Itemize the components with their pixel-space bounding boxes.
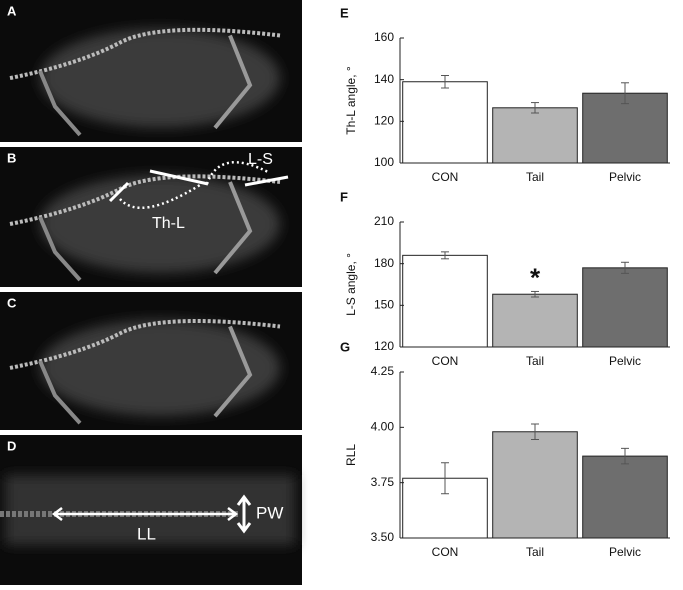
x-tick-label: Tail — [526, 170, 544, 184]
x-tick-label: Pelvic — [609, 354, 641, 368]
x-tick-label: Pelvic — [609, 545, 641, 559]
limb — [213, 325, 253, 418]
panel-label: D — [7, 438, 16, 453]
angle-line — [108, 181, 130, 203]
panel-label: A — [7, 3, 17, 18]
error-bar — [621, 82, 629, 105]
y-tick-label: 210 — [374, 214, 394, 228]
error-bar — [441, 75, 449, 89]
y-tick-label: 4.25 — [371, 364, 395, 378]
bar — [492, 431, 578, 539]
bar — [492, 293, 578, 348]
y-tick-label: 180 — [374, 256, 394, 270]
x-tick-label: CON — [432, 354, 459, 368]
chart: G RLL CON Tail Pelvic 3.50 3.75 4.00 4.25 — [340, 339, 670, 559]
panel-label: B — [7, 150, 16, 165]
chart: F L-S angle, ° CON Tail Pelvic 120 150 180 210 * — [340, 189, 670, 368]
bar — [582, 455, 668, 539]
error-bar — [621, 261, 629, 274]
x-tick-label: Tail — [526, 545, 544, 559]
x-tick-label: Tail — [526, 354, 544, 368]
limb — [38, 216, 82, 282]
spine — [9, 27, 281, 81]
xray-panel: A — [0, 0, 302, 142]
angle-line — [149, 169, 209, 186]
x-tick-label: Pelvic — [609, 170, 641, 184]
limb — [213, 34, 253, 130]
limb — [213, 181, 253, 275]
error-bar — [441, 251, 449, 260]
panel-label: C — [7, 295, 17, 310]
y-tick-label: 3.50 — [371, 530, 395, 544]
panel-label: G — [340, 339, 350, 354]
y-tick-label: 3.75 — [371, 475, 395, 489]
bar — [582, 267, 668, 348]
th-l-curve — [119, 183, 201, 210]
pw-arrow — [236, 494, 252, 534]
body-glow — [40, 28, 280, 128]
chart: E Th-L angle, ° CON Tail Pelvic 100 120 140 160 — [340, 5, 670, 184]
significance-mark: * — [530, 262, 541, 292]
y-tick-label: 160 — [374, 30, 394, 44]
limb — [38, 360, 82, 425]
x-tick-label: CON — [432, 170, 459, 184]
y-axis-label: RLL — [344, 444, 358, 466]
bar — [492, 107, 578, 164]
y-axis-label: L-S angle, ° — [344, 253, 358, 316]
xray-panel: B — [0, 147, 302, 287]
body-glow — [40, 175, 280, 273]
y-axis-label: Th-L angle, ° — [344, 66, 358, 135]
y-tick-label: 4.00 — [371, 420, 395, 434]
annotation: Th-L — [152, 215, 185, 232]
annotation: LL — [137, 524, 156, 543]
body-glow — [40, 319, 280, 417]
error-bar — [531, 423, 539, 441]
error-bar — [531, 102, 539, 114]
xray-panel: D — [0, 435, 302, 585]
y-tick-label: 140 — [374, 72, 394, 86]
annotation: PW — [256, 503, 283, 522]
y-tick-label: 150 — [374, 298, 394, 312]
xray-panel: C — [0, 292, 302, 430]
panel-label: E — [340, 5, 349, 20]
bar — [402, 81, 488, 164]
spine — [9, 318, 281, 370]
ll-arrow — [51, 507, 239, 521]
error-bar — [531, 290, 539, 298]
y-tick-label: 120 — [374, 339, 394, 353]
error-bar — [441, 462, 449, 495]
angle-line — [244, 175, 289, 187]
bar — [402, 254, 488, 348]
x-tick-label: CON — [432, 545, 459, 559]
body-glow — [5, 475, 295, 545]
limb — [38, 70, 82, 137]
panel-label: F — [340, 189, 348, 204]
annotation: L-S — [248, 151, 273, 168]
y-tick-label: 120 — [374, 114, 394, 128]
y-tick-label: 100 — [374, 155, 394, 169]
error-bar — [621, 447, 629, 465]
